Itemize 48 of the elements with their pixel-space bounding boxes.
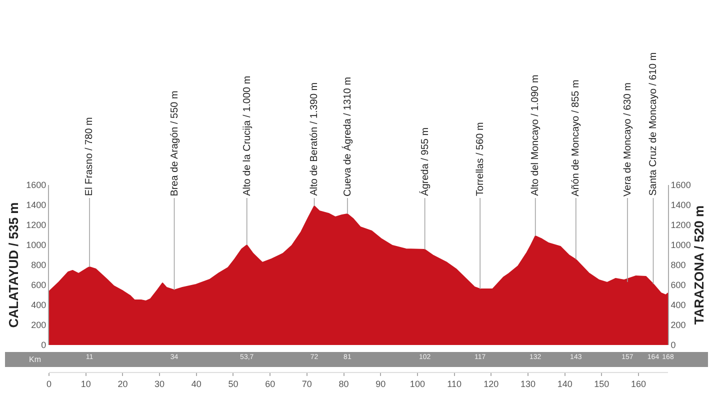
y-tick-label: 1400 [26,200,46,210]
annotation: Brea de Aragón / 550 m [169,90,180,196]
y2-tick-label: 1400 [670,200,691,210]
y2-tick-label: 200 [670,320,686,330]
x-tick-label: 160 [631,378,646,389]
x-tick-label: 80 [338,378,349,389]
y-tick-label: 1600 [26,180,46,190]
y-axis-title: CALATAYUD / 535 m [6,202,22,328]
annotation: Torrellas / 560 m [475,122,486,196]
x-tick-label: 90 [376,378,386,389]
annotation: Cueva de Ágreda / 1310 m [341,76,354,196]
annotation: Santa Cruz de Moncayo / 610 m [648,52,659,196]
y2-tick-label: 1600 [670,180,691,190]
y-tick-label: 1200 [26,220,46,230]
y-tick-label: 1000 [26,240,46,250]
y-tick-label: 400 [31,300,46,310]
x-tick-label: 20 [118,378,128,389]
y2-tick-label: 400 [670,300,686,310]
y-tick-label: 800 [31,260,46,270]
y2-tick-label: 1000 [670,240,691,250]
y2-tick-label: 600 [670,280,686,290]
x-tick-label: 140 [557,378,572,389]
annotation: Alto de la Crucija / 1.000 m [242,76,253,196]
annotation: Alto del Moncayo / 1.090 m [530,74,541,196]
x-tick-label: 50 [228,378,238,389]
x-tick-label: 100 [410,378,425,389]
y2-tick-label: 800 [670,260,686,270]
x-tick-label: 120 [484,378,499,389]
y-tick-label: 600 [31,280,46,290]
x-tick-label: 40 [191,378,202,389]
y-tick-label: 200 [31,320,46,330]
y2-tick-label: 1200 [670,220,691,230]
y-tick-label: 0 [41,340,46,350]
annotation: Alto de Beratón / 1.390 m [308,82,320,196]
x-tick-label: 30 [154,378,165,389]
annotation: El Frasno / 780 m [84,117,96,196]
y2-tick-label: 0 [670,340,676,350]
x-tick-label: 70 [302,378,312,389]
x-tick-label: 60 [265,378,276,389]
y2-axis-title: TARAZONA / 520 m [691,205,706,325]
x-tick-label: 130 [520,378,536,389]
annotation: Añón de Moncayo / 855 m [570,80,582,196]
x-tick-label: 10 [80,378,91,389]
annotation: Ágreda / 955 m [418,127,431,196]
annotation: Vera de Moncayo / 630 m [622,82,634,196]
x2-axis-title: Km [29,355,42,364]
x-tick-label: 150 [594,378,610,389]
x-tick-label: 110 [447,378,462,389]
